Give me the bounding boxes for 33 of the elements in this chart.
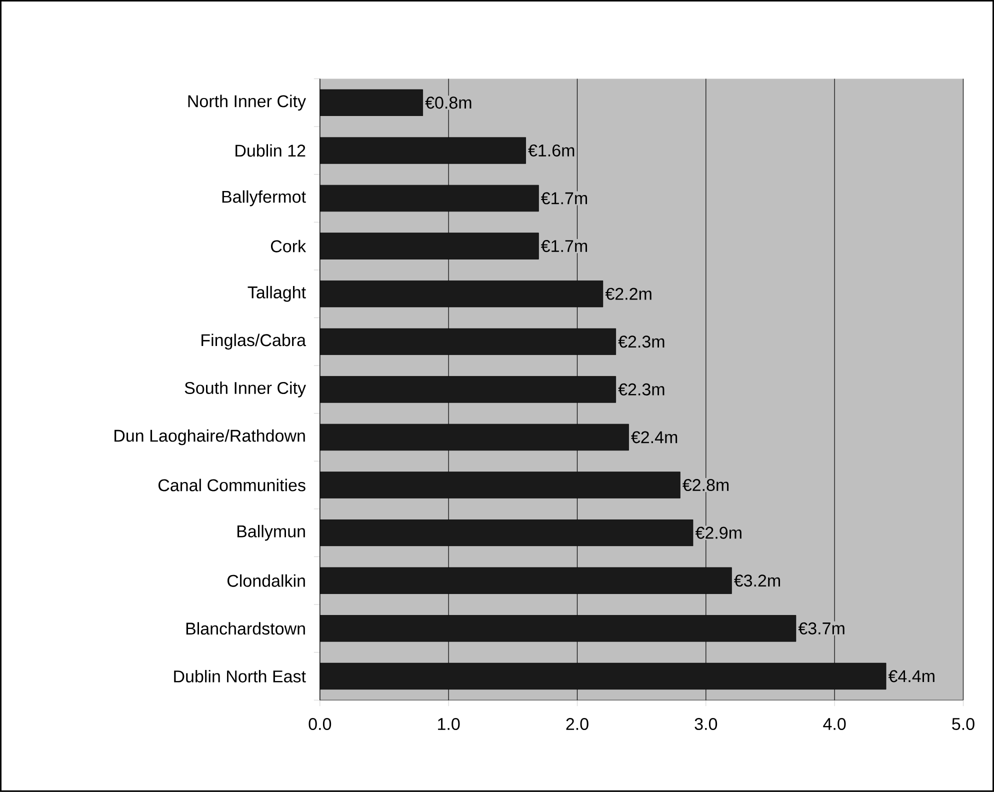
y-tick-label: Dublin North East <box>174 670 306 683</box>
data-label: €4.4m <box>888 670 934 682</box>
data-label: €2.8m <box>682 479 729 492</box>
data-label: €2.2m <box>605 288 652 300</box>
y-tick-label: Dublin 12 <box>236 144 306 157</box>
y-tick-label: Ballymun <box>237 524 305 541</box>
data-label: €2.3m <box>618 336 664 348</box>
data-label: €2.3m <box>618 383 664 396</box>
data-label: €3.2m <box>734 574 780 587</box>
y-tick-label: Canal Communities <box>158 478 306 492</box>
y-tick-label: Blanchardstown <box>186 622 305 635</box>
x-tick-label: 1.0 <box>438 718 460 730</box>
data-label: €1.6m <box>528 144 574 157</box>
y-tick-label: Clondalkin <box>227 574 305 587</box>
y-tick-label: South Inner City <box>184 382 306 398</box>
x-tick-label: 5.0 <box>952 718 974 730</box>
y-tick-label: Finglas/Cabra <box>202 334 306 350</box>
y-tick-label: Cork <box>270 240 306 252</box>
data-label: €0.8m <box>425 96 472 109</box>
x-tick-label: 2.0 <box>566 718 588 730</box>
data-label: €1.7m <box>540 192 587 204</box>
data-label: €3.7m <box>798 622 844 634</box>
bar <box>320 89 424 116</box>
data-label: €1.7m <box>540 240 587 252</box>
data-label: €2.9m <box>695 526 742 539</box>
x-tick-label: 4.0 <box>823 718 846 730</box>
x-tick-label: 3.0 <box>694 718 718 730</box>
x-tick-label: 0.0 <box>308 718 332 730</box>
y-tick-label: Ballyfermot <box>222 190 306 206</box>
y-tick-label: Tallaght <box>248 286 306 302</box>
data-label: €2.4m <box>631 431 678 444</box>
y-tick-label: North Inner City <box>188 94 306 111</box>
y-tick-label: Dun Laoghaire/Rathdown <box>114 429 305 446</box>
